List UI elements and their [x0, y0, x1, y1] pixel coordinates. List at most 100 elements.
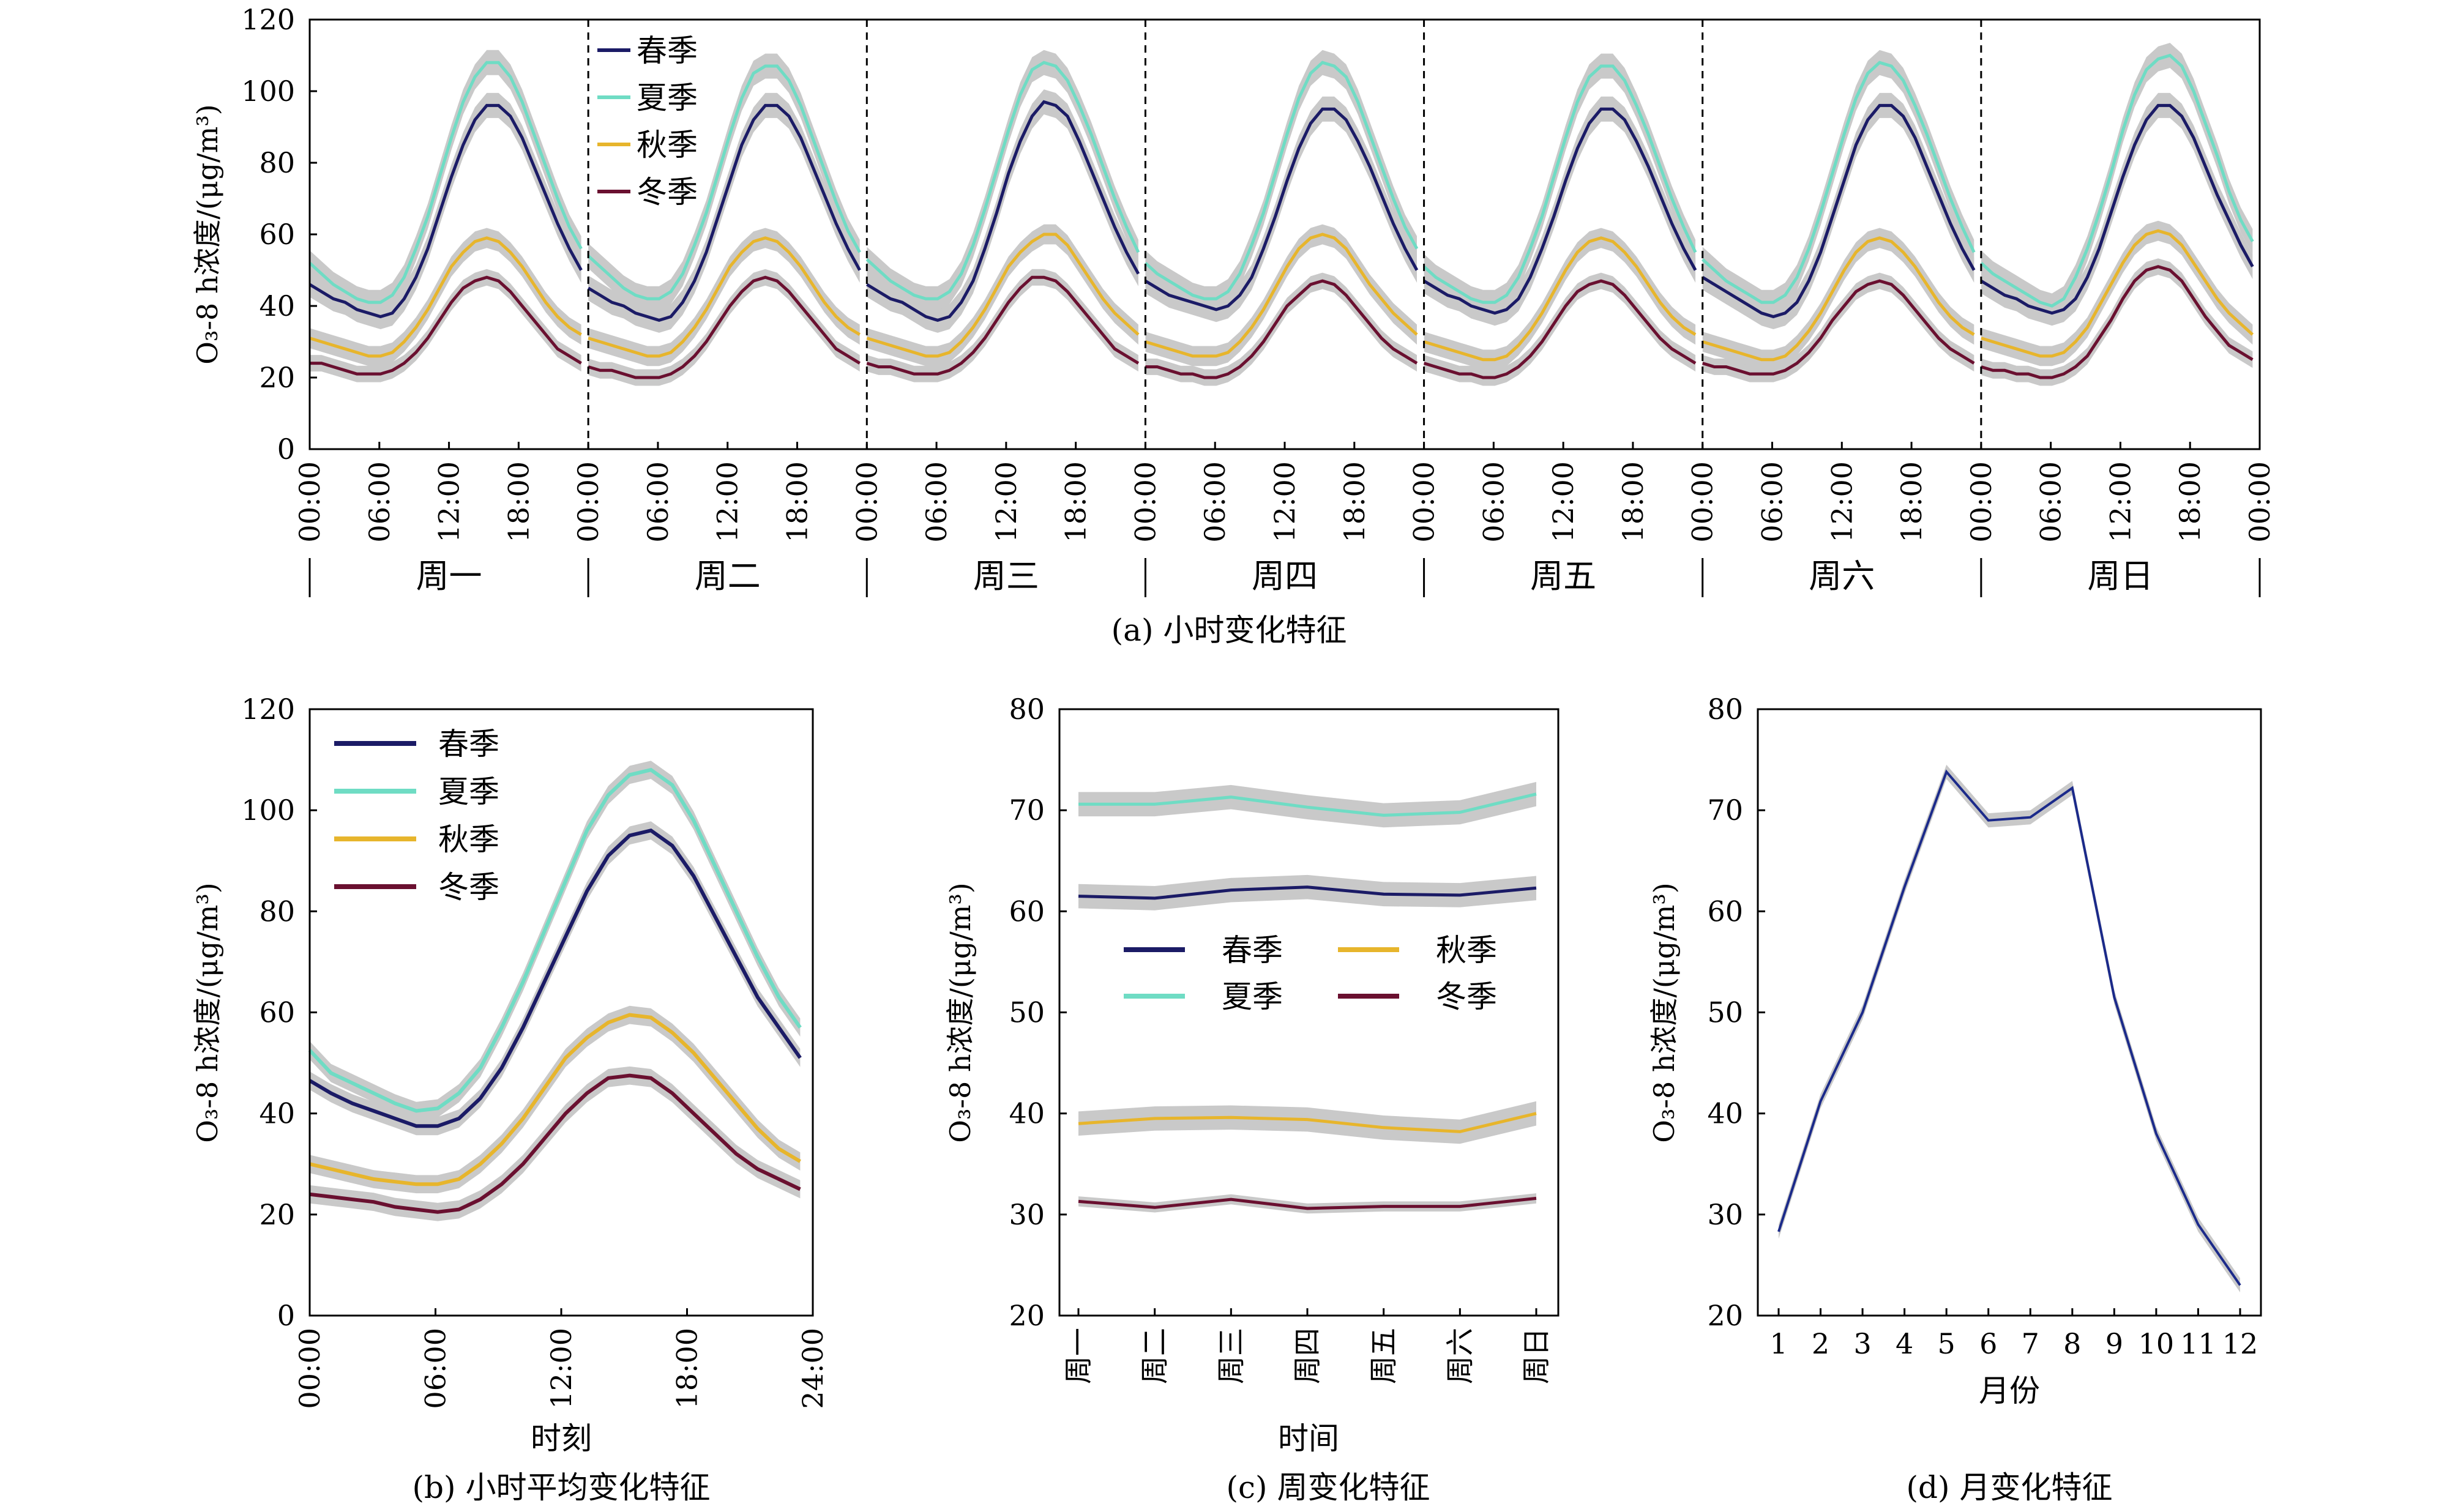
- legend-label-autumn: 秋季: [1436, 933, 1497, 968]
- y-tick-label: 40: [1707, 1097, 1743, 1130]
- x-tick-label: 12:00: [1268, 461, 1301, 543]
- y-tick-label: 40: [259, 1097, 295, 1130]
- y-tick-label: 0: [277, 1299, 295, 1332]
- y-tick-label: 20: [259, 361, 295, 394]
- line-autumn-day-5: [1423, 236, 1697, 362]
- x-tick-label: 06:00: [2034, 461, 2068, 543]
- line-summer-day-5: [1422, 64, 1697, 304]
- panel-b-caption: (b) 小时平均变化特征: [413, 1470, 711, 1505]
- line-summer-day-6: [1702, 61, 1976, 304]
- x-tick-label: 12:00: [545, 1328, 578, 1409]
- band-summer: [310, 761, 801, 1120]
- y-tick-label: 60: [1009, 895, 1045, 928]
- band-monthly: [1779, 764, 2240, 1292]
- x-tick-label: 18:00: [2173, 461, 2206, 543]
- x-tick-label: 00:00: [293, 1328, 326, 1409]
- day-label: 周三: [973, 557, 1039, 595]
- x-tick-label: 24:00: [796, 1328, 829, 1409]
- panel-c-caption: (c) 周变化特征: [1227, 1470, 1430, 1505]
- line-autumn-day-6: [1702, 236, 1975, 362]
- band-spring: [1078, 874, 1536, 911]
- line-winter-day-7: [1981, 265, 2254, 379]
- band-winter: [310, 1066, 801, 1221]
- x-tick-label: 06:00: [641, 461, 674, 543]
- line-autumn-day-4: [1145, 233, 1418, 358]
- band-winter: [1078, 1193, 1536, 1214]
- panel-a-day-dividers: [587, 20, 1982, 449]
- line-winter-day-1: [310, 275, 582, 376]
- band-summer-day-5: [1424, 53, 1696, 315]
- line-summer-day-3: [865, 61, 1140, 300]
- panel-a-day-labels: 周一 周二 周三 周四 周五 周六 周日: [308, 557, 2261, 597]
- panel-d-caption: (d) 月变化特征: [1907, 1470, 2113, 1505]
- line-spring: [1078, 885, 1537, 900]
- legend-label-winter: 冬季: [438, 870, 499, 905]
- band-spring-day-1: [310, 92, 581, 329]
- x-tick-label: 4: [1896, 1327, 1913, 1360]
- x-tick-label: 00:00: [850, 461, 883, 543]
- line-spring-day-3: [866, 100, 1140, 322]
- panel-d-uncertainty-bands: [1779, 764, 2240, 1292]
- panel-a-x-axis: 00:00 06:00 12:00 18:00 00:00 06:00 12:00 18:00…: [293, 442, 2276, 543]
- x-tick-label: 周四: [1291, 1328, 1324, 1384]
- y-tick-label: 20: [1707, 1299, 1743, 1332]
- x-tick-label: 7: [2022, 1327, 2039, 1360]
- y-tick-label: 40: [259, 289, 295, 322]
- panel-c-series-lines: [1078, 792, 1537, 1210]
- line-summer: [1078, 792, 1537, 817]
- day-label: 周四: [1252, 557, 1318, 595]
- x-tick-label: 10: [2139, 1327, 2175, 1360]
- x-tick-label: 周日: [1520, 1328, 1553, 1384]
- legend-label-summer: 夏季: [637, 80, 698, 116]
- x-tick-label: 8: [2063, 1327, 2081, 1360]
- line-summer-day-2: [587, 64, 861, 300]
- day-label: 周五: [1530, 557, 1596, 595]
- band-spring-day-5: [1424, 96, 1696, 326]
- line-winter-day-4: [1145, 279, 1418, 379]
- x-tick-label: 周一: [1062, 1328, 1095, 1384]
- line-winter-day-2: [588, 275, 861, 379]
- line-monthly: [1777, 769, 2241, 1286]
- panel-b-frame: [308, 708, 814, 1317]
- line-spring: [308, 828, 802, 1128]
- panel-d-y-label: O₃-8 h浓度/(μg/m³): [1648, 882, 1681, 1143]
- band-summer-day-4: [1145, 50, 1417, 311]
- x-tick-label: 周六: [1443, 1328, 1476, 1384]
- panel-a-series-lines: [308, 53, 2254, 379]
- panel-b-y-axis: 0 20 40 60 80 100 120: [241, 693, 317, 1332]
- x-tick-label: 12:00: [990, 461, 1023, 543]
- y-tick-label: 60: [259, 218, 295, 251]
- x-tick-label: 12: [2222, 1327, 2258, 1360]
- x-tick-label: 周三: [1214, 1328, 1247, 1384]
- x-tick-label: 18:00: [1059, 461, 1093, 543]
- line-winter-day-3: [866, 275, 1140, 376]
- band-spring-day-4: [1145, 96, 1417, 322]
- x-tick-label: 周二: [1138, 1328, 1171, 1384]
- band-autumn-day-1: [310, 228, 581, 367]
- x-tick-label: 3: [1853, 1327, 1871, 1360]
- y-tick-label: 120: [241, 3, 295, 36]
- day-label: 周一: [416, 557, 482, 595]
- panel-d-x-axis: 1 2 3 4 5 6 7 8 9 10 11 12: [1769, 1308, 2258, 1360]
- y-tick-label: 70: [1707, 794, 1743, 827]
- y-tick-label: 60: [1707, 895, 1743, 928]
- panel-a-caption: (a) 小时变化特征: [1111, 613, 1347, 648]
- x-tick-label: 5: [1938, 1327, 1956, 1360]
- band-autumn: [1078, 1101, 1536, 1144]
- panel-b-x-label: 时刻: [531, 1421, 592, 1456]
- line-autumn-day-7: [1981, 229, 2254, 358]
- x-tick-label: 00:00: [1686, 461, 1719, 543]
- x-tick-label: 18:00: [502, 461, 535, 543]
- y-tick-label: 100: [241, 75, 295, 108]
- band-autumn-day-5: [1424, 228, 1696, 370]
- line-winter: [309, 1073, 801, 1214]
- x-tick-label: 2: [1812, 1327, 1829, 1360]
- x-tick-label: 12:00: [2104, 461, 2137, 543]
- y-tick-label: 50: [1009, 996, 1045, 1029]
- line-summer: [308, 767, 802, 1113]
- line-summer-day-4: [1144, 61, 1419, 300]
